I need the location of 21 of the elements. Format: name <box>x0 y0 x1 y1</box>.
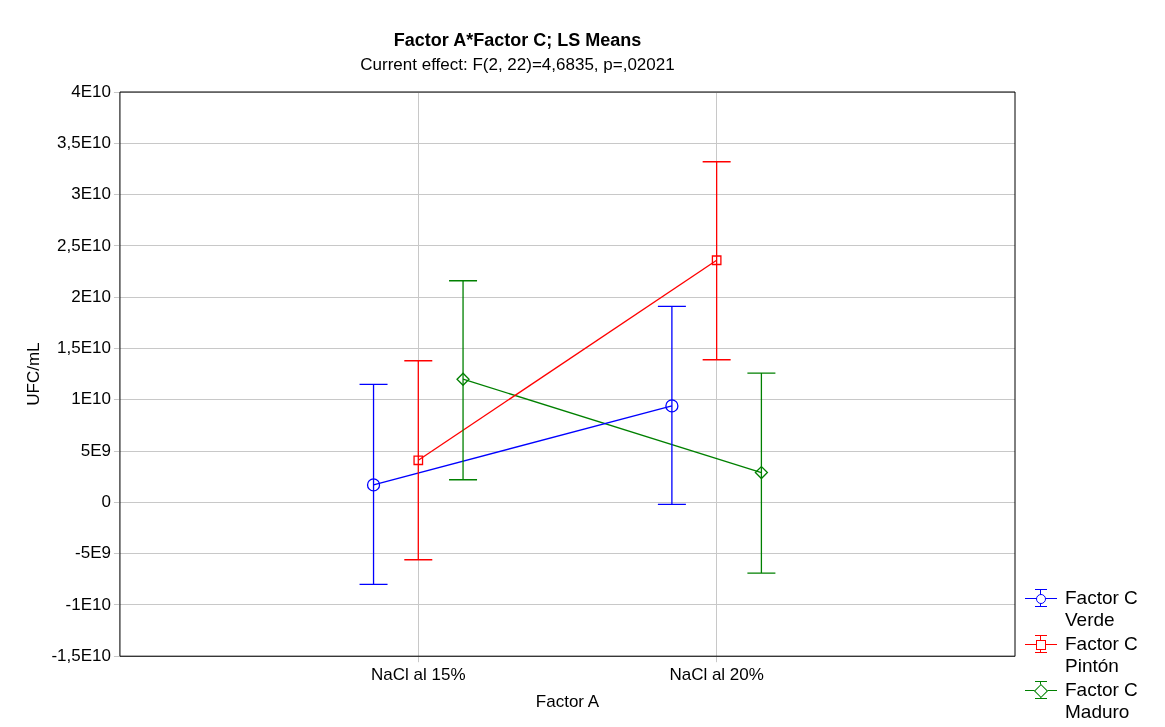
y-tick-label: 1E10 <box>71 389 111 409</box>
y-tick-label: 2,5E10 <box>57 235 111 255</box>
y-tick-label: 4E10 <box>71 81 111 101</box>
y-tick-label: 3,5E10 <box>57 132 111 152</box>
legend-label: Factor C Verde <box>1065 587 1139 631</box>
y-tick-label: 0 <box>101 492 111 512</box>
legend-label: Factor C Pintón <box>1065 633 1139 677</box>
y-tick-label: 5E9 <box>80 440 111 460</box>
y-tick-label: 3E10 <box>71 184 111 204</box>
y-tick-label: 2E10 <box>71 286 111 306</box>
y-tick-label: -5E9 <box>75 543 111 563</box>
y-tick-label: -1,5E10 <box>51 645 111 665</box>
x-tick-label: NaCl al 15% <box>371 665 466 685</box>
chart-subtitle: Current effect: F(2, 22)=4,6835, p=,02021 <box>360 55 675 75</box>
x-axis-title: Factor A <box>535 692 600 712</box>
y-axis-title: UFC/mL <box>23 342 43 406</box>
y-tick-label: 1,5E10 <box>57 338 111 358</box>
legend-label: Factor C Maduro <box>1065 679 1139 723</box>
y-tick-label: -1E10 <box>65 594 111 614</box>
chart-title: Factor A*Factor C; LS Means <box>393 29 642 50</box>
x-tick-label: NaCl al 20% <box>669 665 764 685</box>
